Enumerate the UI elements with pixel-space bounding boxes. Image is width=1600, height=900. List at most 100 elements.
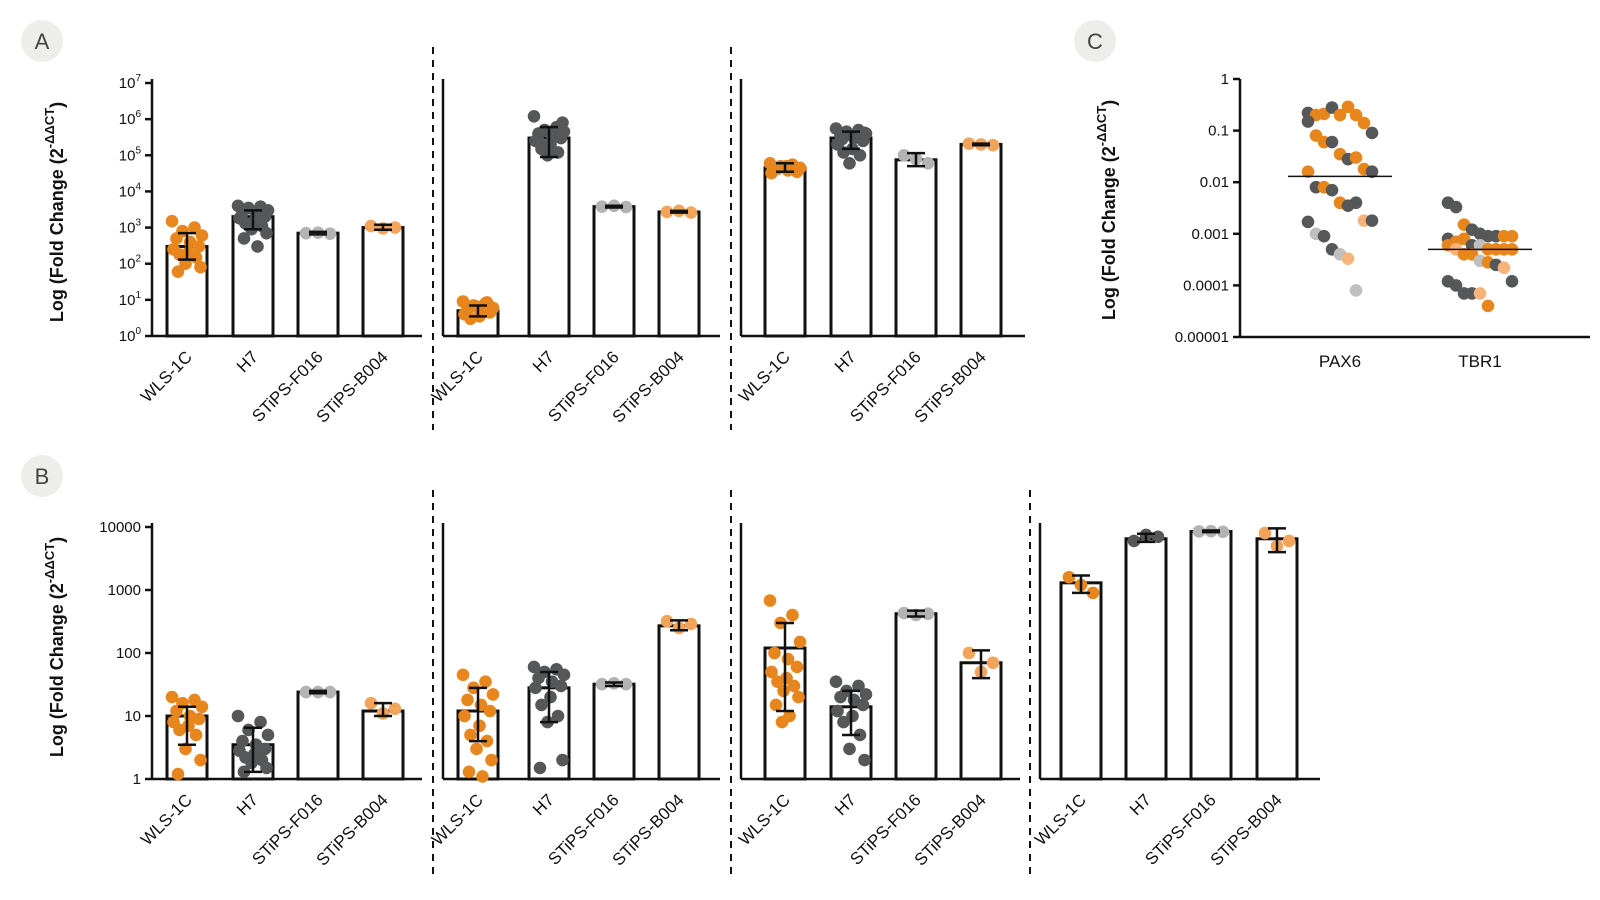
data-point <box>461 693 474 707</box>
data-point <box>464 728 477 742</box>
data-point <box>188 221 201 234</box>
data-point <box>986 656 1000 670</box>
data-point <box>843 157 856 170</box>
data-point <box>1216 525 1230 539</box>
x-tick-label: H7 <box>233 347 262 376</box>
y-tick-label: 106 <box>119 109 142 128</box>
data-point <box>897 148 911 162</box>
x-tick-label: WLS-1C <box>1031 790 1090 849</box>
x-tick-label: WLS-1C <box>735 347 794 406</box>
bar-stips-f016 <box>296 231 340 338</box>
data-point <box>1341 252 1355 265</box>
data-point <box>660 205 674 219</box>
bar-stips-f016 <box>592 205 636 338</box>
data-point <box>554 679 568 693</box>
data-point <box>258 742 272 756</box>
data-point <box>962 646 976 660</box>
bar-stips-b004 <box>959 661 1003 781</box>
y-tick-label: 104 <box>119 181 142 200</box>
bar-stips-b004 <box>361 709 405 781</box>
chart-pax6-tbr1: 1 0.1 0.01 0.001 0.0001 0.00001 PAX6 TBR1 <box>1175 71 1590 371</box>
data-point <box>1301 165 1315 178</box>
x-tick-label: WLS-1C <box>428 347 487 406</box>
x-tick-label: H7 <box>831 790 860 819</box>
data-point <box>323 227 337 240</box>
data-point <box>595 677 609 691</box>
y-axis-title-b: Log (Fold Change (2-ΔΔCT) <box>42 537 67 757</box>
data-point <box>527 660 541 674</box>
data-point <box>1481 299 1495 313</box>
bar-stips-b004 <box>657 210 701 338</box>
data-point <box>473 719 486 733</box>
data-point <box>834 690 847 704</box>
panel-letter-c: C <box>1074 20 1116 62</box>
data-point <box>1325 135 1339 149</box>
bar-stips-f016 <box>894 158 938 338</box>
y-tick-label: 100 <box>116 645 141 662</box>
data-point <box>173 723 186 737</box>
data-point <box>1317 229 1331 243</box>
data-point <box>1365 126 1379 140</box>
data-point <box>1449 200 1463 214</box>
data-point <box>786 608 799 622</box>
x-tick-label: H7 <box>831 347 860 376</box>
data-point <box>837 715 850 729</box>
data-point <box>192 240 206 253</box>
data-point <box>551 709 565 723</box>
data-point <box>921 157 935 170</box>
data-point <box>535 698 548 712</box>
data-point <box>165 214 179 228</box>
data-point <box>1333 108 1347 122</box>
y-tick-label: 107 <box>119 73 142 92</box>
x-tick-label: WLS-1C <box>137 790 196 849</box>
data-point <box>793 635 807 649</box>
svg-text:A: A <box>35 29 50 54</box>
data-point <box>1325 183 1339 197</box>
svg-text:B: B <box>35 464 50 489</box>
data-point <box>464 312 477 326</box>
data-point <box>470 742 483 756</box>
data-point <box>1192 525 1206 538</box>
data-point <box>554 131 568 145</box>
data-point <box>251 240 264 253</box>
data-point <box>1301 215 1315 229</box>
data-point <box>1505 275 1519 288</box>
data-point <box>1349 151 1363 164</box>
y-tick-label: 0.1 <box>1208 123 1229 140</box>
data-point <box>1349 284 1363 297</box>
data-point <box>195 700 209 714</box>
panel-letter-b: B <box>21 455 63 497</box>
bar-stips-f016 <box>296 690 340 781</box>
data-point <box>858 126 871 140</box>
data-point <box>852 679 865 693</box>
data-point <box>556 753 569 767</box>
data-point <box>171 767 185 781</box>
data-point <box>775 715 789 729</box>
data-point <box>260 761 273 775</box>
data-point <box>763 594 777 607</box>
data-point <box>551 146 565 159</box>
y-tick-label: 0.01 <box>1200 174 1229 191</box>
data-point <box>456 668 470 682</box>
data-point <box>962 137 976 150</box>
data-point <box>261 728 275 742</box>
y-tick-label: 103 <box>119 218 142 237</box>
data-point <box>192 712 206 726</box>
data-point <box>856 698 870 712</box>
data-point <box>541 148 554 162</box>
data-point <box>1258 526 1272 540</box>
bar-stips-f016 <box>894 612 938 781</box>
data-point <box>768 646 781 660</box>
bar-stips-b004 <box>657 624 701 781</box>
data-point <box>777 684 790 698</box>
data-point <box>231 709 245 723</box>
data-point <box>194 753 207 767</box>
data-point <box>792 690 805 704</box>
data-point <box>299 226 313 240</box>
y-tick-label: 10 <box>124 708 141 725</box>
data-point <box>557 668 571 682</box>
data-point <box>529 681 542 695</box>
